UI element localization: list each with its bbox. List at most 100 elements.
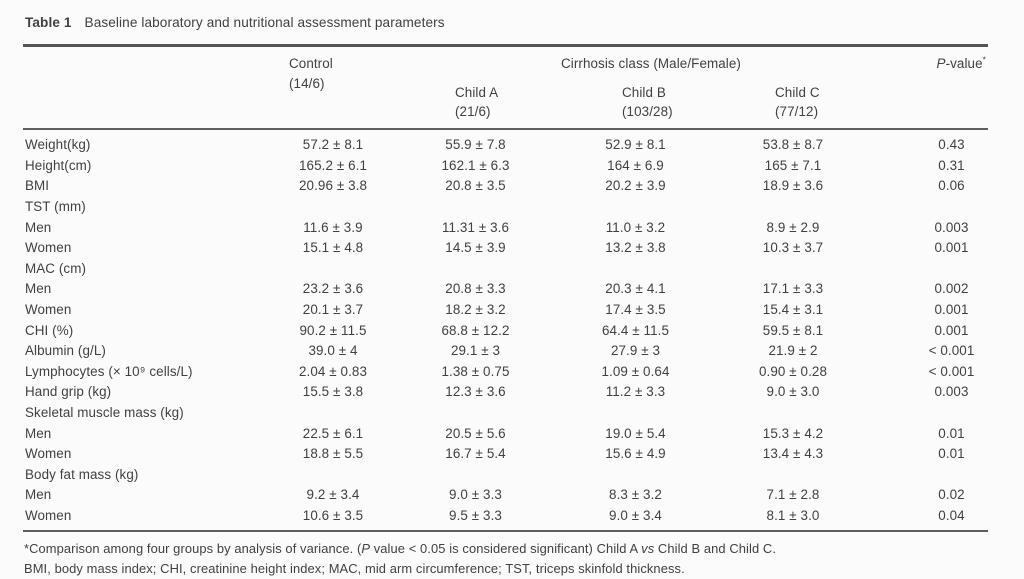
cell-child-b: 1.09 ± 0.64 [601, 363, 670, 379]
footnote-p-italic: P [361, 540, 371, 556]
cell-child-a: 14.5 ± 3.9 [445, 240, 506, 256]
row-label: Men [25, 425, 52, 441]
table-section-body-fat: Body fat mass (kg) [23, 464, 988, 485]
row-label: Men [25, 281, 52, 297]
table-number: Table 1 [25, 15, 72, 30]
cell-child-b: 8.3 ± 3.2 [609, 487, 662, 503]
cell-child-a: 20.8 ± 3.3 [445, 281, 506, 297]
cell-child-a: 9.0 ± 3.3 [449, 487, 502, 503]
cell-child-c: 165 ± 7.1 [764, 157, 822, 173]
table-row-mac-women: Women 20.1 ± 3.7 18.2 ± 3.2 17.4 ± 3.5 1… [23, 299, 988, 320]
cell-control: 15.5 ± 3.8 [302, 384, 364, 400]
cell-p-value: 0.001 [934, 240, 969, 256]
cell-child-a: 29.1 ± 3 [450, 343, 501, 359]
child-a-count: (21/6) [455, 104, 491, 119]
cell-child-b: 164 ± 6.9 [607, 157, 664, 173]
row-label: Women [25, 507, 72, 523]
cell-child-c: 59.5 ± 8.1 [762, 322, 824, 338]
cell-child-a: 20.8 ± 3.5 [445, 178, 506, 194]
cell-child-a: 55.9 ± 7.8 [445, 137, 506, 153]
cell-p-value: 0.06 [938, 178, 965, 194]
row-label: Men [25, 487, 52, 503]
cell-control: 10.6 ± 3.5 [302, 507, 364, 523]
table-section-tst: TST (mm) [23, 196, 988, 217]
control-name: Control [289, 56, 333, 71]
cell-child-b: 13.2 ± 3.8 [605, 240, 666, 256]
child-b-name: Child B [622, 84, 666, 100]
table-body: Weight(kg) 57.2 ± 8.1 55.9 ± 7.8 52.9 ± … [23, 130, 988, 532]
cell-child-c: 8.9 ± 2.9 [766, 219, 820, 235]
cell-child-c: 18.9 ± 3.6 [762, 178, 824, 194]
child-c-name: Child C [775, 84, 820, 100]
header-spacer [23, 54, 273, 122]
row-label: Lymphocytes (× 10⁹ cells/L) [25, 363, 193, 379]
p-value-text: -value [945, 56, 983, 71]
cell-p-value: 0.003 [934, 384, 969, 400]
table-row-tst-women: Women 15.1 ± 4.8 14.5 ± 3.9 13.2 ± 3.8 1… [23, 237, 988, 258]
section-label: Body fat mass (kg) [25, 466, 139, 482]
cell-child-a: 9.5 ± 3.3 [449, 507, 502, 523]
footnote-text: *Comparison among four groups by analysi… [24, 540, 362, 556]
cell-p-value: 0.002 [934, 281, 969, 297]
column-header-child-c: Child C (77/12) [713, 83, 873, 122]
table-row-lymphocytes: Lymphocytes (× 10⁹ cells/L) 2.04 ± 0.83 … [23, 361, 988, 382]
group-header-label: Cirrhosis class (Male/Female) [561, 56, 741, 71]
cell-child-a: 18.2 ± 3.2 [445, 302, 506, 318]
cell-child-b: 27.9 ± 3 [610, 343, 661, 359]
cell-control: 20.96 ± 3.8 [298, 178, 367, 194]
cell-child-c: 7.1 ± 2.8 [766, 487, 820, 503]
row-label: CHI (%) [25, 322, 74, 338]
cell-control: 165.2 ± 6.1 [298, 157, 367, 173]
cell-p-value: 0.01 [938, 425, 965, 441]
cell-control: 39.0 ± 4 [308, 343, 358, 359]
cell-child-c: 15.3 ± 4.2 [762, 425, 824, 441]
column-group-cirrhosis: Cirrhosis class (Male/Female) Child A (2… [393, 54, 873, 122]
row-label: Weight(kg) [25, 137, 91, 153]
cell-p-value: 0.001 [934, 302, 969, 318]
table-row-height: Height(cm) 165.2 ± 6.1 162.1 ± 6.3 164 ±… [23, 155, 988, 176]
cell-p-value: < 0.001 [928, 343, 975, 359]
cell-child-b: 20.3 ± 4.1 [605, 281, 666, 297]
row-label: Women [25, 302, 72, 318]
cell-control: 18.8 ± 5.5 [302, 446, 364, 462]
cell-p-value: 0.04 [938, 507, 965, 523]
table-row-chi: CHI (%) 90.2 ± 11.5 68.8 ± 12.2 64.4 ± 1… [23, 320, 988, 341]
cell-child-b: 9.0 ± 3.4 [609, 507, 662, 523]
cell-control: 57.2 ± 8.1 [302, 137, 364, 153]
cell-child-c: 13.4 ± 4.3 [762, 446, 824, 462]
table-row-bfm-women: Women 10.6 ± 3.5 9.5 ± 3.3 9.0 ± 3.4 8.1… [23, 505, 988, 526]
table-row-smm-women: Women 18.8 ± 5.5 16.7 ± 5.4 15.6 ± 4.9 1… [23, 443, 988, 464]
cell-child-b: 64.4 ± 11.5 [601, 322, 670, 338]
cell-child-b: 15.6 ± 4.9 [605, 446, 666, 462]
table-row-hand-grip: Hand grip (kg) 15.5 ± 3.8 12.3 ± 3.6 11.… [23, 382, 988, 403]
section-label: MAC (cm) [25, 260, 87, 276]
control-count: (14/6) [289, 75, 325, 91]
column-header-control: Control (14/6) [273, 54, 393, 122]
child-class-headers: Child A (21/6) Child B (103/28) Child C … [393, 83, 873, 122]
cell-control: 11.6 ± 3.9 [303, 219, 363, 235]
cell-child-c: 21.9 ± 2 [768, 343, 818, 359]
cell-p-value: 0.01 [938, 446, 965, 462]
cell-control: 2.04 ± 0.83 [298, 363, 367, 379]
column-header-child-a: Child A (21/6) [393, 83, 558, 122]
footnote-significance: *Comparison among four groups by analysi… [24, 539, 988, 559]
row-label: Men [25, 219, 52, 235]
cell-child-b: 11.2 ± 3.3 [605, 384, 666, 400]
p-italic: P [936, 56, 946, 71]
cell-child-c: 0.90 ± 0.28 [758, 363, 827, 379]
cell-child-b: 52.9 ± 8.1 [605, 137, 666, 153]
cell-control: 15.1 ± 4.8 [302, 240, 364, 256]
cell-control: 90.2 ± 11.5 [299, 322, 367, 338]
section-label: TST (mm) [25, 199, 86, 215]
table-title-text: Baseline laboratory and nutritional asse… [84, 15, 445, 30]
cell-child-c: 17.1 ± 3.3 [762, 281, 824, 297]
cell-child-c: 53.8 ± 8.7 [762, 137, 824, 153]
child-b-count: (103/28) [622, 104, 673, 119]
cell-control: 22.5 ± 6.1 [302, 425, 364, 441]
row-label: Hand grip (kg) [25, 384, 112, 400]
cell-control: 9.2 ± 3.4 [306, 487, 360, 503]
child-c-count: (77/12) [775, 104, 819, 119]
table-section-mac: MAC (cm) [23, 258, 988, 279]
table-row-bmi: BMI 20.96 ± 3.8 20.8 ± 3.5 20.2 ± 3.9 18… [23, 176, 988, 197]
cell-child-a: 16.7 ± 5.4 [445, 446, 506, 462]
